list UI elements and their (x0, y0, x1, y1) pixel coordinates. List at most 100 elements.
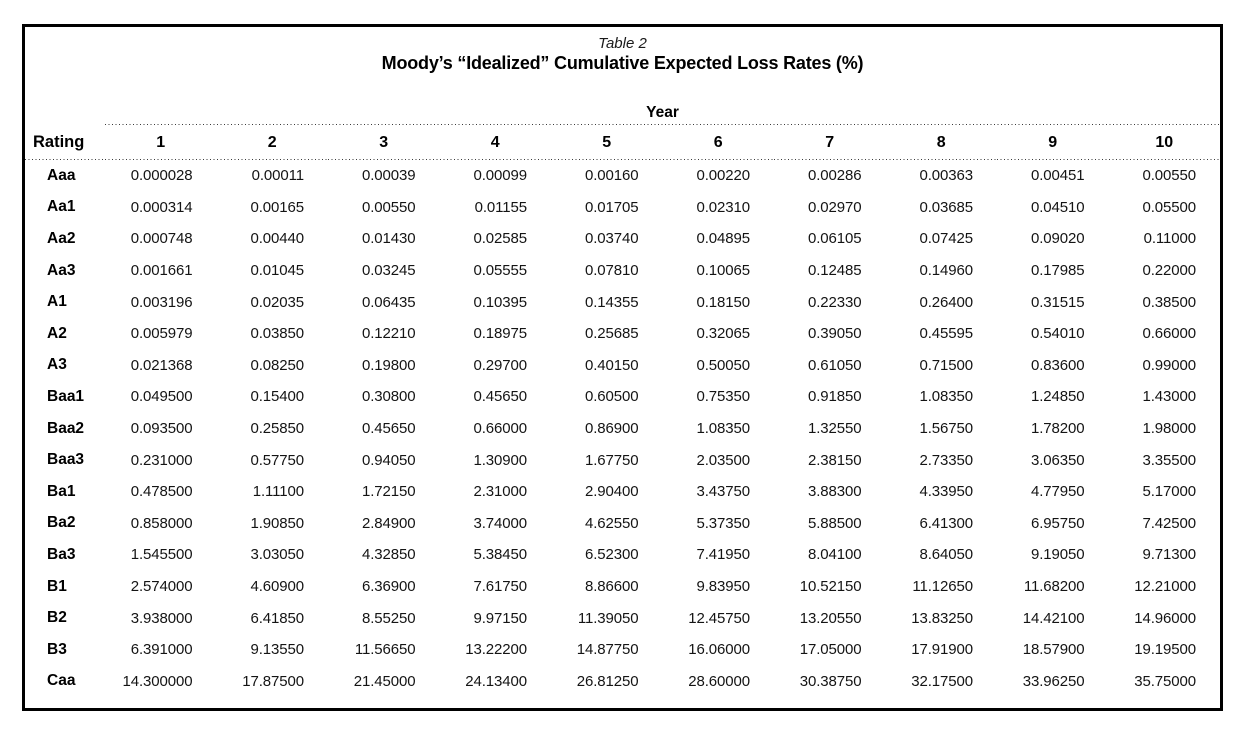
loss-rate-cell: 0.18975 (473, 325, 527, 343)
loss-rate-cell: 0.02585 (473, 230, 527, 248)
loss-rate-cell: 0.005979 (130, 325, 193, 343)
table-row: B3 6.391000 9.13550 11.56650 13.22200 14.8775… (25, 634, 1220, 666)
loss-rate-cell: 1.11100 (252, 483, 304, 501)
loss-rate-cell: 0.04895 (696, 230, 750, 248)
loss-rate-cell: 7.42500 (1142, 514, 1196, 532)
loss-rate-cell: 7.41950 (696, 546, 750, 564)
loss-rate-cell: 11.39050 (577, 609, 639, 627)
year-column-header: 8 (885, 125, 997, 160)
loss-rate-cell: 2.31000 (473, 483, 527, 501)
loss-rate-cell: 0.00550 (1142, 167, 1196, 185)
loss-rate-cell: 6.391000 (130, 641, 193, 659)
loss-rate-cell: 0.07425 (919, 230, 973, 248)
loss-rate-cell: 33.96250 (1022, 672, 1085, 690)
rating-label: A2 (47, 324, 67, 342)
rating-label: A3 (47, 356, 67, 374)
loss-rate-cell: 6.41300 (919, 514, 973, 532)
table-row: Aa3 0.001661 0.01045 0.03245 0.05555 0.07810 0… (25, 255, 1220, 287)
loss-rate-cell: 0.54010 (1030, 325, 1085, 343)
loss-rate-cell: 0.000748 (130, 230, 193, 248)
loss-rate-cell: 0.04510 (1030, 198, 1085, 216)
table-row: Caa 14.300000 17.87500 21.45000 24.13400 26.8… (25, 666, 1220, 698)
loss-rate-cell: 0.049500 (130, 388, 193, 406)
loss-rate-cell: 32.17500 (911, 672, 973, 690)
loss-rate-cell: 1.67750 (584, 451, 639, 469)
table-row: A3 0.021368 0.08250 0.19800 0.29700 0.40150 0.… (25, 350, 1220, 382)
year-group-spacer (25, 74, 105, 125)
table-body: Aaa 0.000028 0.00011 0.00039 0.00099 0.00160 0… (25, 160, 1220, 697)
table-row: Ba3 1.545500 3.03050 4.32850 5.38450 6.52300 7… (25, 539, 1220, 571)
loss-rate-cell: 1.56750 (919, 420, 973, 438)
loss-rate-cell: 1.08350 (696, 420, 750, 438)
year-group-header: Year (105, 74, 1220, 125)
loss-rate-cell: 5.38450 (473, 546, 527, 564)
rating-label: Baa3 (47, 451, 85, 469)
year-group-label: Year (646, 104, 679, 121)
loss-rate-cell: 0.45650 (473, 388, 527, 406)
loss-rate-cell: 0.01155 (474, 198, 528, 216)
loss-rate-cell: 0.99000 (1142, 356, 1196, 374)
loss-rate-cell: 0.00220 (696, 167, 750, 185)
table-row: Baa1 0.049500 0.15400 0.30800 0.45650 0.60500… (25, 381, 1220, 413)
rating-label: Ba1 (47, 482, 76, 500)
loss-rate-cell: 0.91850 (807, 388, 862, 406)
loss-rate-cell: 8.86600 (584, 578, 639, 596)
loss-rate-cell: 21.45000 (353, 672, 416, 690)
loss-rate-cell: 0.86900 (584, 420, 639, 438)
loss-rate-cell: 0.03685 (919, 198, 973, 216)
rating-label: Aa3 (47, 261, 76, 279)
loss-rate-cell: 8.04100 (807, 546, 862, 564)
rating-label: Baa2 (47, 419, 85, 437)
rating-label: Aa2 (47, 229, 76, 247)
loss-rate-cell: 13.20550 (799, 609, 862, 627)
loss-rate-cell: 0.10065 (696, 262, 750, 280)
loss-rate-cell: 0.45595 (919, 325, 973, 343)
loss-rate-cell: 26.81250 (576, 672, 639, 690)
year-column-header: 3 (328, 125, 440, 160)
year-column-header: 7 (774, 125, 886, 160)
rating-label: Ba3 (47, 545, 76, 563)
loss-rate-cell: 0.02310 (696, 198, 750, 216)
table-frame: Table 2 Moody’s “Idealized” Cumulative E… (22, 24, 1223, 711)
loss-rate-cell: 2.03500 (696, 451, 750, 469)
loss-rate-cell: 0.06435 (361, 293, 416, 311)
loss-rate-cell: 0.001661 (130, 262, 193, 280)
loss-rate-cell: 9.71300 (1142, 546, 1196, 564)
loss-rate-cell: 0.10395 (473, 293, 527, 311)
loss-rate-cell: 0.08250 (250, 356, 304, 374)
year-column-header: 1 (105, 125, 217, 160)
loss-rate-cell: 6.95750 (1030, 514, 1085, 532)
loss-rate-cell: 0.00011 (251, 167, 305, 185)
loss-rate-cell: 0.32065 (696, 325, 750, 343)
loss-rate-cell: 2.574000 (130, 578, 193, 596)
loss-rate-cell: 0.15400 (250, 388, 304, 406)
rating-label: Aa1 (47, 198, 76, 216)
loss-rate-cell: 24.13400 (465, 672, 527, 690)
loss-rate-cell: 0.02035 (250, 293, 304, 311)
loss-rate-cell: 0.38500 (1142, 293, 1196, 311)
loss-rate-cell: 9.19050 (1030, 546, 1085, 564)
loss-rate-cell: 0.09020 (1030, 230, 1085, 248)
loss-rate-cell: 0.03245 (361, 262, 416, 280)
loss-rate-cell: 18.57900 (1022, 641, 1085, 659)
loss-rate-cell: 0.57750 (250, 451, 304, 469)
table-row: A1 0.003196 0.02035 0.06435 0.10395 0.14355 0.… (25, 286, 1220, 318)
loss-rate-cell: 0.00363 (919, 167, 973, 185)
table-row: Aaa 0.000028 0.00011 0.00039 0.00099 0.00160 0… (25, 160, 1220, 192)
loss-rate-cell: 11.68200 (1023, 578, 1085, 596)
loss-rate-cell: 8.55250 (361, 609, 416, 627)
loss-rate-cell: 0.03740 (584, 230, 639, 248)
rating-label: Ba2 (47, 514, 76, 532)
loss-rate-cell: 0.18150 (696, 293, 750, 311)
loss-rate-cell: 8.64050 (919, 546, 973, 564)
loss-rate-cell: 13.22200 (465, 641, 527, 659)
loss-rate-cell: 0.26400 (919, 293, 973, 311)
loss-rate-cell: 0.40150 (584, 356, 639, 374)
loss-rate-cell: 0.00039 (361, 167, 416, 185)
loss-rate-cell: 0.71500 (919, 356, 973, 374)
loss-rate-cell: 19.19500 (1134, 641, 1196, 659)
loss-rate-cell: 0.66000 (473, 420, 527, 438)
loss-rate-cell: 6.41850 (250, 609, 304, 627)
loss-rate-cell: 0.858000 (130, 514, 193, 532)
rating-label: B2 (47, 609, 67, 627)
